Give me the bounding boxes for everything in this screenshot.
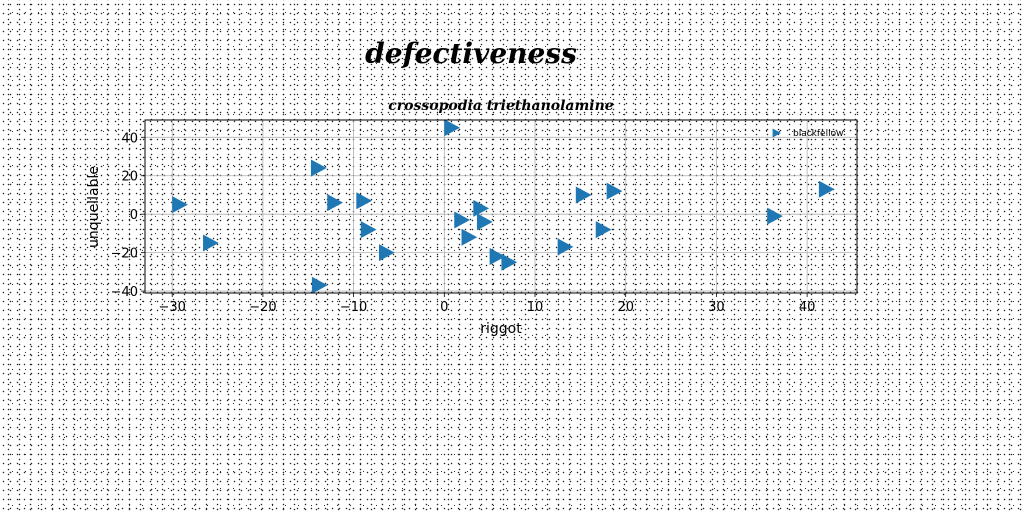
x-tick-label: 10	[527, 300, 544, 315]
scatter-point	[595, 221, 612, 239]
scatter-point	[767, 207, 783, 225]
grid	[145, 120, 857, 293]
scatter-point	[203, 234, 219, 252]
x-axis-label: riggot	[480, 321, 522, 337]
scatter-point	[606, 182, 623, 200]
scatter-point	[172, 196, 188, 214]
y-tick-label: 0	[130, 208, 138, 223]
scatter-point	[476, 213, 493, 231]
y-ticks: −40 −20 0 20 40	[111, 131, 145, 300]
scatter-point	[311, 276, 328, 294]
scatter-point	[818, 180, 835, 198]
plot-background	[145, 120, 857, 293]
figure-suptitle: defectiveness	[365, 37, 577, 70]
x-tick-label: 30	[708, 300, 725, 315]
scatter-point	[489, 247, 506, 265]
chart-title: crossopodia triethanolamine	[388, 98, 614, 114]
y-tick-label: −20	[111, 247, 138, 262]
scatter-point	[378, 244, 395, 262]
scatter-point	[454, 211, 470, 229]
x-ticks: −30 −20 −10 0 10 20 30 40	[158, 293, 815, 315]
y-axis-label: unquellable	[86, 166, 102, 248]
scatter-point	[360, 221, 377, 239]
scatter-point	[501, 253, 518, 271]
plot-area: −30 −20 −10 0 10 20 30 40 −40 −20 0 20 40	[111, 119, 858, 315]
legend-label: blackfellow	[793, 129, 843, 139]
x-tick-label: −30	[158, 300, 185, 315]
scatter-point	[310, 159, 327, 177]
y-tick-label: −40	[111, 285, 138, 300]
scatter-point	[557, 238, 574, 256]
scatter-points	[172, 119, 835, 294]
legend-marker	[772, 128, 781, 138]
y-tick-label: 40	[121, 131, 138, 146]
x-tick-label: 20	[617, 300, 634, 315]
x-tick-label: −10	[340, 300, 367, 315]
legend: blackfellow	[772, 128, 843, 139]
scatter-point	[473, 199, 490, 217]
scatter-point	[444, 119, 461, 137]
x-tick-label: 0	[440, 300, 448, 315]
y-tick-label: 20	[121, 170, 138, 185]
legend-marker-icon	[772, 128, 781, 138]
scatter-point	[461, 228, 478, 246]
scatter-point	[356, 192, 373, 210]
x-tick-label: −20	[249, 300, 276, 315]
axes-frame	[144, 119, 858, 294]
x-tick-label: 40	[799, 300, 816, 315]
scatter-point	[575, 186, 592, 204]
scatter-point	[327, 194, 344, 212]
